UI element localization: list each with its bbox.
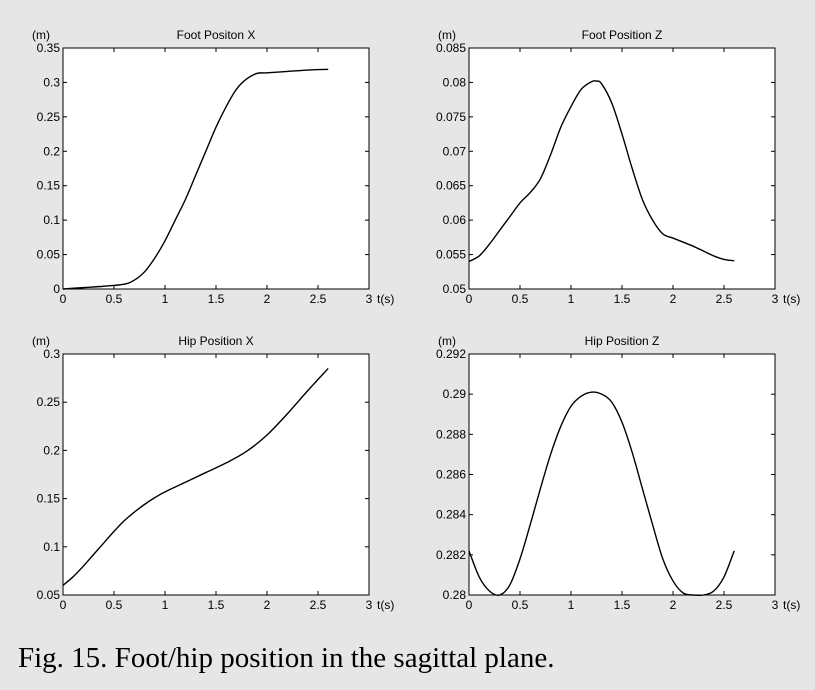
x-tick-label: 2.5 xyxy=(310,598,327,612)
y-axis-label: (m) xyxy=(32,334,50,348)
plot-area xyxy=(62,47,370,290)
figure-caption: Fig. 15. Foot/hip position in the sagitt… xyxy=(18,642,555,674)
x-tick-label: 1.5 xyxy=(208,292,225,306)
y-tick-label: 0.284 xyxy=(436,508,466,522)
x-tick-label: 0 xyxy=(466,598,473,612)
x-tick-label: 2.5 xyxy=(310,292,327,306)
y-tick-label: 0.05 xyxy=(37,248,61,262)
x-tick-label: 3 xyxy=(772,598,779,612)
y-tick-label: 0.29 xyxy=(443,387,467,401)
x-tick-label: 2 xyxy=(264,598,271,612)
x-tick-label: 1 xyxy=(162,598,169,612)
x-tick-label: 1 xyxy=(568,292,575,306)
x-tick-label: 2.5 xyxy=(716,598,733,612)
chart-panel-4: 0 0.5 1 1.5 2 2.5 3 0.28 0.282 0.284 0.286 0.288 0.2… xyxy=(436,334,800,612)
y-tick-label: 0.06 xyxy=(443,213,467,227)
x-axis-label: t(s) xyxy=(783,292,800,306)
y-tick-label: 0.065 xyxy=(436,179,466,193)
series-line xyxy=(468,80,735,263)
y-axis-label: (m) xyxy=(32,28,50,42)
chart-title: Hip Position X xyxy=(178,334,253,348)
y-tick-label: 0.25 xyxy=(37,110,61,124)
y-tick-label: 0.075 xyxy=(436,110,466,124)
y-tick-label: 0.286 xyxy=(436,468,466,482)
figure: 0 0.5 1 1.5 2 2.5 300.050.10.150.20.250.30.35F… xyxy=(32,28,800,612)
y-tick-label: 0.08 xyxy=(443,75,467,89)
y-tick-label: 0.1 xyxy=(43,540,60,554)
x-tick-label: 0 xyxy=(60,598,67,612)
y-tick-label: 0 xyxy=(53,282,60,296)
x-tick-label: 0.5 xyxy=(512,598,529,612)
x-tick-label: 3 xyxy=(366,598,373,612)
y-tick-label: 0.3 xyxy=(43,347,60,361)
y-tick-label: 0.1 xyxy=(43,213,60,227)
y-tick-label: 0.07 xyxy=(443,144,467,158)
y-tick-label: 0.15 xyxy=(37,179,61,193)
y-tick-label: 0.2 xyxy=(43,443,60,457)
y-tick-label: 0.28 xyxy=(443,588,467,602)
x-tick-label: 3 xyxy=(366,292,373,306)
y-tick-label: 0.292 xyxy=(436,347,466,361)
chart-title: Foot Position Z xyxy=(582,28,663,42)
chart-title: Foot Positon X xyxy=(177,28,256,42)
series-line xyxy=(62,367,329,586)
x-tick-label: 2 xyxy=(670,598,677,612)
chart-panel-1: 0 0.5 1 1.5 2 2.5 3 0 0.05 0.1 0.15 0.2 0.25 0.3 0.35 F… xyxy=(32,28,394,306)
series-line xyxy=(468,391,735,597)
x-tick-label: 2 xyxy=(264,292,271,306)
y-tick-label: 0.2 xyxy=(43,144,60,158)
x-tick-label: 0.5 xyxy=(106,598,123,612)
x-tick-label: 0.5 xyxy=(106,292,123,306)
y-tick-label: 0.35 xyxy=(37,41,61,55)
x-tick-label: 2 xyxy=(670,292,677,306)
y-tick-label: 0.085 xyxy=(436,41,466,55)
x-axis-label: t(s) xyxy=(377,598,394,612)
y-axis-label: (m) xyxy=(438,28,456,42)
y-tick-label: 0.282 xyxy=(436,548,466,562)
y-tick-label: 0.05 xyxy=(443,282,467,296)
y-tick-label: 0.3 xyxy=(43,75,60,89)
chart-title: Hip Position Z xyxy=(585,334,660,348)
x-tick-label: 1.5 xyxy=(208,598,225,612)
x-axis-label: t(s) xyxy=(783,598,800,612)
plot-area xyxy=(62,353,370,596)
x-tick-label: 0.5 xyxy=(512,292,529,306)
x-axis-label: t(s) xyxy=(377,292,394,306)
y-tick-label: 0.25 xyxy=(37,395,61,409)
y-tick-label: 0.055 xyxy=(436,248,466,262)
x-tick-label: 1.5 xyxy=(614,598,631,612)
x-tick-label: 0 xyxy=(60,292,67,306)
x-tick-label: 1 xyxy=(162,292,169,306)
y-axis-label: (m) xyxy=(438,334,456,348)
series-line xyxy=(62,68,329,290)
x-tick-label: 0 xyxy=(466,292,473,306)
chart-panel-3: 0 0.5 1 1.5 2 2.5 3 0.05 0.1 0.15 0.2 0.25 0.3 Hip Po… xyxy=(32,334,394,612)
x-tick-label: 3 xyxy=(772,292,779,306)
x-tick-label: 1.5 xyxy=(614,292,631,306)
x-tick-label: 2.5 xyxy=(716,292,733,306)
y-tick-label: 0.15 xyxy=(37,492,61,506)
chart-panel-2: 0 0.5 1 1.5 2 2.5 3 0.05 0.055 0.06 0.065 0.07 0.075… xyxy=(436,28,800,306)
y-tick-label: 0.288 xyxy=(436,427,466,441)
plot-area xyxy=(468,353,776,596)
plot-area xyxy=(468,47,776,290)
x-tick-label: 1 xyxy=(568,598,575,612)
y-tick-label: 0.05 xyxy=(37,588,61,602)
